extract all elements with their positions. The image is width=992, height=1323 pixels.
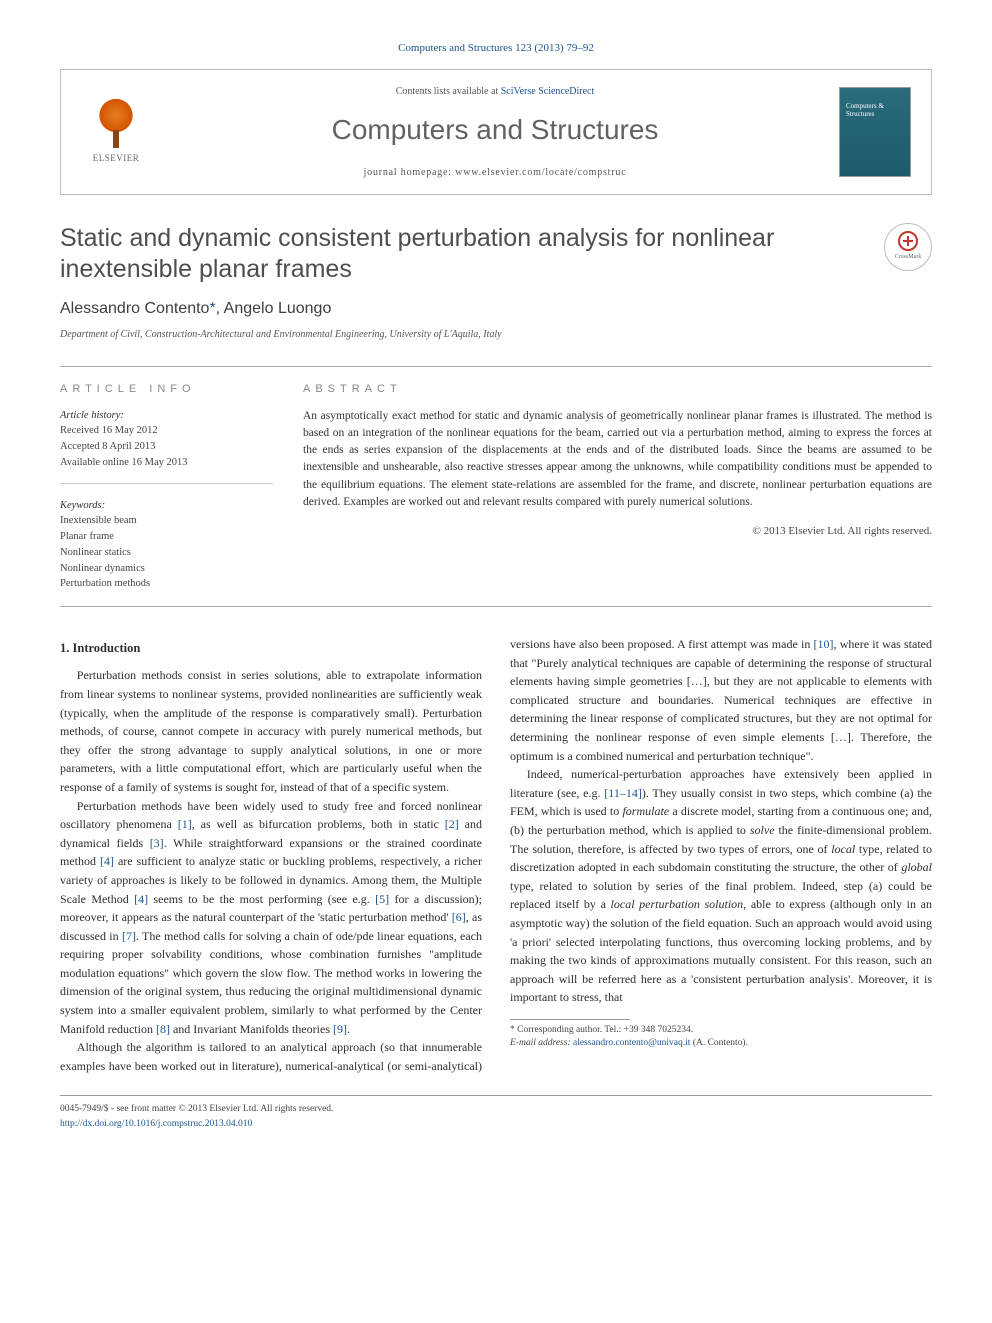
journal-title: Computers and Structures bbox=[151, 109, 839, 151]
ref-link[interactable]: [6] bbox=[452, 910, 466, 924]
elsevier-tree-icon bbox=[91, 98, 141, 148]
email-link[interactable]: alessandro.contento@univaq.it bbox=[573, 1038, 690, 1048]
ref-link[interactable]: [7] bbox=[122, 929, 136, 943]
accepted-date: Accepted 8 April 2013 bbox=[60, 439, 273, 455]
journal-header-box: ELSEVIER Contents lists available at Sci… bbox=[60, 69, 932, 195]
author-2: , Angelo Luongo bbox=[216, 300, 332, 317]
ref-link[interactable]: [8] bbox=[156, 1022, 170, 1036]
text-run: , as well as bifurcation problems, both … bbox=[192, 817, 445, 831]
italic-text: formulate bbox=[622, 804, 669, 818]
keywords-label: Keywords: bbox=[60, 498, 273, 514]
abstract-column: ABSTRACT An asymptotically exact method … bbox=[285, 367, 932, 606]
abstract-copyright: © 2013 Elsevier Ltd. All rights reserved… bbox=[303, 523, 932, 540]
ref-link[interactable]: [11–14] bbox=[604, 786, 642, 800]
ref-link[interactable]: [3] bbox=[150, 836, 164, 850]
abstract-heading: ABSTRACT bbox=[303, 381, 932, 398]
homepage-url[interactable]: www.elsevier.com/locate/compstruc bbox=[455, 167, 626, 178]
ref-link[interactable]: [2] bbox=[445, 817, 459, 831]
header-center: Contents lists available at SciVerse Sci… bbox=[151, 84, 839, 180]
crossmark-icon bbox=[898, 231, 918, 251]
corresponding-footnote: * Corresponding author. Tel.: +39 348 70… bbox=[510, 1024, 932, 1037]
journal-cover-thumb: Computers & Structures bbox=[839, 87, 911, 177]
footer-left: 0045-7949/$ - see front matter © 2013 El… bbox=[60, 1102, 333, 1131]
received-date: Received 16 May 2012 bbox=[60, 423, 273, 439]
elsevier-logo: ELSEVIER bbox=[81, 92, 151, 172]
italic-text: local perturbation solution bbox=[611, 897, 744, 911]
authors-line: Alessandro Contento*, Angelo Luongo bbox=[60, 297, 932, 321]
keyword: Nonlinear dynamics bbox=[60, 561, 273, 577]
contents-line: Contents lists available at SciVerse Sci… bbox=[151, 84, 839, 99]
footer-bar: 0045-7949/$ - see front matter © 2013 El… bbox=[60, 1095, 932, 1131]
info-abstract-row: ARTICLE INFO Article history: Received 1… bbox=[60, 366, 932, 607]
ref-link[interactable]: [4] bbox=[134, 892, 148, 906]
crossmark-label: CrossMark bbox=[895, 253, 922, 262]
keyword: Nonlinear statics bbox=[60, 545, 273, 561]
keywords-block: Keywords: Inextensible beam Planar frame… bbox=[60, 498, 273, 593]
homepage-prefix: journal homepage: bbox=[364, 167, 456, 178]
history-label: Article history: bbox=[60, 408, 273, 424]
ref-link[interactable]: [5] bbox=[375, 892, 389, 906]
title-row: Static and dynamic consistent perturbati… bbox=[60, 223, 932, 286]
keyword: Inextensible beam bbox=[60, 513, 273, 529]
journal-homepage: journal homepage: www.elsevier.com/locat… bbox=[151, 165, 839, 180]
cover-thumb-title: Computers & Structures bbox=[846, 102, 904, 119]
text-run: and Invariant Manifolds theories bbox=[170, 1022, 333, 1036]
email-footnote: E-mail address: alessandro.contento@univ… bbox=[510, 1037, 932, 1050]
paragraph: Perturbation methods have been widely us… bbox=[60, 797, 482, 1039]
email-label: E-mail address: bbox=[510, 1038, 573, 1048]
text-run: , able to express (although only in an a… bbox=[510, 897, 932, 1004]
doi-link[interactable]: http://dx.doi.org/10.1016/j.compstruc.20… bbox=[60, 1117, 333, 1131]
article-info-column: ARTICLE INFO Article history: Received 1… bbox=[60, 367, 285, 606]
email-author: (A. Contento). bbox=[690, 1038, 748, 1048]
affiliation: Department of Civil, Construction-Archit… bbox=[60, 327, 932, 342]
text-run: seems to be the most performing (see e.g… bbox=[148, 892, 375, 906]
keyword: Perturbation methods bbox=[60, 576, 273, 592]
ref-link[interactable]: [9] bbox=[333, 1022, 347, 1036]
online-date: Available online 16 May 2013 bbox=[60, 455, 273, 471]
sciencedirect-link[interactable]: SciVerse ScienceDirect bbox=[501, 86, 595, 97]
header-citation: Computers and Structures 123 (2013) 79–9… bbox=[60, 40, 932, 57]
paragraph: Indeed, numerical-perturbation approache… bbox=[510, 765, 932, 1007]
italic-text: global bbox=[901, 860, 932, 874]
ref-link[interactable]: [4] bbox=[100, 854, 114, 868]
crossmark-badge[interactable]: CrossMark bbox=[884, 223, 932, 271]
paragraph: Perturbation methods consist in series s… bbox=[60, 666, 482, 796]
text-run: , where it was stated that "Purely analy… bbox=[510, 637, 932, 763]
abstract-text: An asymptotically exact method for stati… bbox=[303, 408, 932, 512]
italic-text: local bbox=[831, 842, 855, 856]
author-1: Alessandro Contento bbox=[60, 300, 209, 317]
section-1-heading: 1. Introduction bbox=[60, 639, 482, 658]
body-columns: 1. Introduction Perturbation methods con… bbox=[60, 635, 932, 1075]
contents-prefix: Contents lists available at bbox=[396, 86, 501, 97]
article-history-block: Article history: Received 16 May 2012 Ac… bbox=[60, 408, 273, 484]
footnote-separator bbox=[510, 1019, 630, 1020]
issn-line: 0045-7949/$ - see front matter © 2013 El… bbox=[60, 1102, 333, 1116]
elsevier-label: ELSEVIER bbox=[93, 152, 140, 166]
article-title: Static and dynamic consistent perturbati… bbox=[60, 223, 864, 286]
italic-text: solve bbox=[750, 823, 775, 837]
text-run: . bbox=[347, 1022, 350, 1036]
article-info-heading: ARTICLE INFO bbox=[60, 381, 273, 398]
ref-link[interactable]: [1] bbox=[178, 817, 192, 831]
keyword: Planar frame bbox=[60, 529, 273, 545]
ref-link[interactable]: [10] bbox=[814, 637, 834, 651]
